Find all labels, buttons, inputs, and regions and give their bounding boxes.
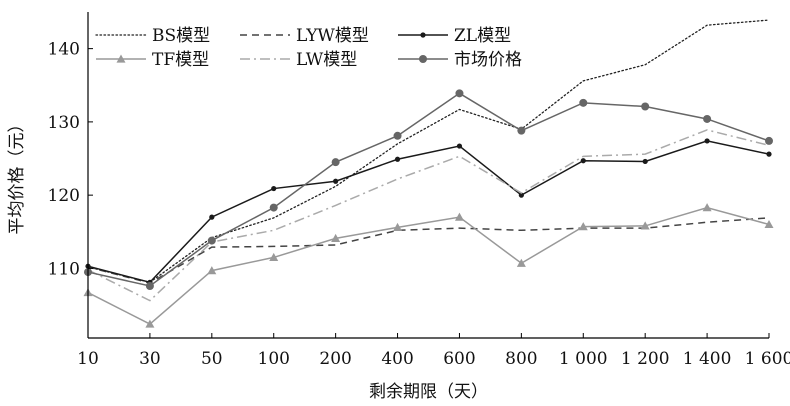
x-tick-label: 800 (505, 349, 537, 369)
legend-item: ZL模型 (398, 26, 511, 46)
x-tick-label: 400 (381, 349, 413, 369)
y-tick-label: 120 (48, 186, 80, 206)
data-point (333, 178, 339, 184)
legend-label: BS模型 (152, 26, 210, 46)
legend-label: ZL模型 (454, 26, 511, 46)
legend-label: LYW模型 (296, 26, 369, 46)
legend-label: 市场价格 (454, 50, 522, 70)
data-point (455, 89, 464, 98)
series-lw (87, 129, 770, 302)
data-point (393, 131, 402, 140)
legend-item: LYW模型 (240, 26, 369, 46)
data-point (454, 212, 464, 221)
data-point (207, 266, 217, 275)
data-point (209, 214, 215, 220)
data-point (393, 222, 403, 231)
data-point (145, 281, 154, 290)
series-lyw (87, 217, 770, 284)
series-line (87, 206, 770, 325)
y-axis-title: 平均价格（元） (7, 116, 27, 235)
data-point (764, 219, 774, 229)
plot-area (83, 19, 774, 328)
legend-item: 市场价格 (398, 50, 522, 70)
data-point (331, 233, 341, 242)
data-point (578, 222, 588, 231)
series-line (87, 217, 770, 284)
legend-item: BS模型 (95, 26, 210, 46)
data-point (271, 185, 277, 192)
data-point (642, 158, 648, 165)
series-line (87, 92, 770, 287)
data-point (766, 151, 772, 157)
x-tick-label: 30 (139, 349, 161, 369)
series-line (87, 129, 770, 302)
x-tick-label: 1 400 (683, 349, 732, 369)
data-point (145, 319, 155, 328)
legend-marker (419, 55, 427, 63)
x-axis-title: 剩余期限（天） (369, 382, 488, 402)
data-point (765, 136, 773, 145)
data-point (207, 236, 216, 245)
x-tick-label: 10 (77, 349, 99, 369)
legend-item: LW模型 (240, 50, 357, 70)
data-point (579, 98, 588, 107)
data-point (394, 156, 401, 162)
data-point (702, 203, 712, 212)
x-tick-label: 50 (201, 349, 223, 369)
legend-marker (420, 32, 426, 38)
series-bs (87, 19, 770, 284)
legend-label: LW模型 (296, 50, 357, 70)
data-point (518, 192, 524, 198)
series-zl (85, 138, 772, 285)
data-point (331, 158, 340, 167)
data-point (516, 258, 526, 267)
legend-label: TF模型 (152, 50, 209, 70)
x-tick-label: 1 600 (745, 349, 790, 369)
data-point (269, 203, 278, 212)
data-point (517, 126, 526, 135)
x-tick-label: 200 (319, 349, 351, 369)
x-tick-label: 1 000 (559, 349, 608, 369)
series-line (87, 19, 770, 284)
series-line (87, 140, 770, 284)
series-tf (83, 203, 774, 328)
x-tick-label: 100 (258, 349, 290, 369)
y-tick-label: 110 (48, 259, 80, 279)
data-point (456, 143, 463, 149)
data-point (640, 221, 650, 230)
data-point (703, 114, 712, 123)
legend-marker (116, 54, 126, 63)
data-point (641, 102, 650, 111)
x-tick-label: 1 200 (621, 349, 670, 369)
y-tick-label: 130 (48, 113, 80, 133)
data-point (269, 252, 279, 262)
data-point (580, 158, 586, 164)
legend-item: TF模型 (96, 50, 209, 70)
axes: 10 30 50 100 200 400 600 800 1 000 1 200 1 400 1 60… (48, 12, 790, 369)
series-series (84, 89, 773, 290)
data-point (704, 138, 710, 144)
x-tick-label: 600 (443, 349, 475, 369)
y-tick-label: 140 (48, 40, 80, 60)
legend: BS模型 LYW模型 ZL模型 TF模型 LW模型 市场价格 (95, 26, 522, 70)
